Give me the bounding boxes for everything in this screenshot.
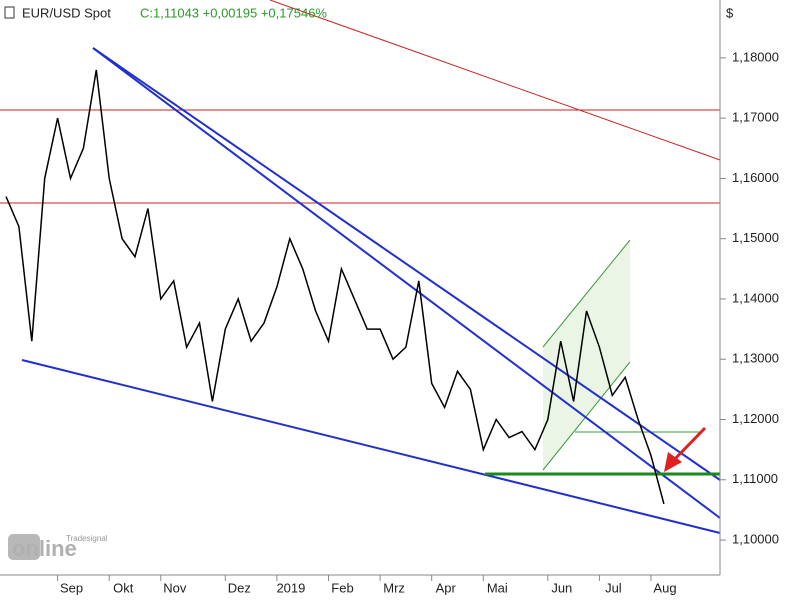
x-tick-label: Mrz [383,580,405,595]
y-tick-label: 1,12000 [732,411,779,426]
x-tick-label: Nov [163,580,187,595]
arrow [670,426,707,464]
trend-line [21,359,721,534]
y-unit: $ [726,5,734,20]
y-tick-label: 1,13000 [732,351,779,366]
channel-line [542,239,631,348]
trend-line [92,47,721,519]
x-tick-label: Sep [60,580,83,595]
logo-small: Tradesignal [66,534,108,543]
x-tick-label: Apr [436,580,457,595]
y-tick-label: 1,18000 [732,49,779,64]
x-tick-label: Dez [228,580,251,595]
channel-line [542,361,631,471]
trend-line [92,47,721,481]
chart-title: EUR/USD Spot [22,5,111,20]
x-tick-label: Jun [551,580,572,595]
trend-line [269,0,721,161]
x-tick-label: Jul [605,580,622,595]
x-tick-label: Feb [331,580,353,595]
y-tick-label: 1,15000 [732,230,779,245]
icon [4,6,15,19]
x-tick-label: Aug [653,580,676,595]
price-line [5,69,665,505]
logo: online [12,536,77,561]
x-tick-label: Okt [113,580,134,595]
arrow-head [664,452,682,472]
y-tick-label: 1,14000 [732,290,779,305]
logo-box [8,534,40,560]
x-tick-label: Mai [487,580,508,595]
y-tick-label: 1,11000 [732,471,778,486]
y-tick-label: 1,16000 [732,170,779,185]
y-tick-label: 1,17000 [732,110,779,125]
chart-subtitle: C:1,11043 +0,00195 +0,17546% [140,5,327,20]
y-tick-label: 1,10000 [732,531,779,546]
x-tick-label: 2019 [276,580,305,595]
channel-fill [543,240,630,470]
